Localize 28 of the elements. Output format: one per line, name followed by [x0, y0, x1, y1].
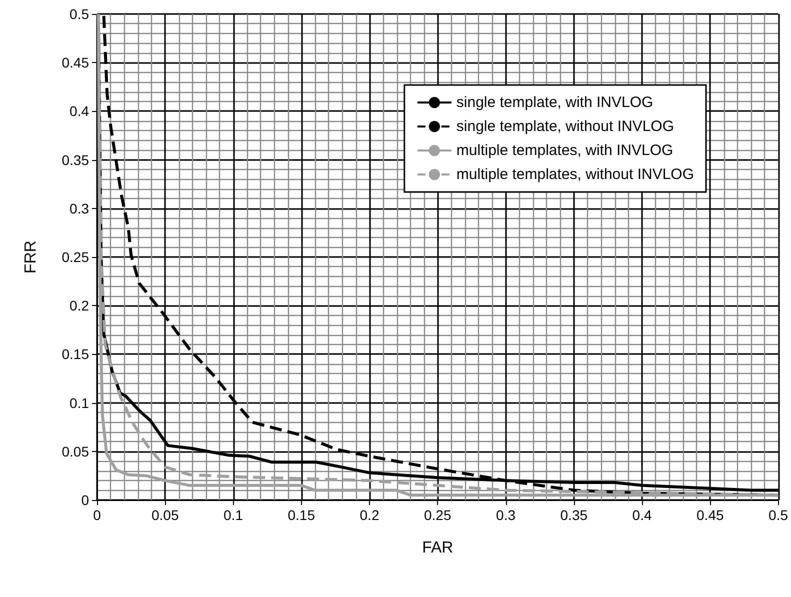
- y-tick-label: 0.45: [62, 54, 90, 71]
- y-tick-label: 0.05: [62, 443, 90, 460]
- x-tick-label: 0.3: [496, 507, 516, 523]
- x-axis-title: FAR: [422, 540, 454, 556]
- x-tick-label: 0.05: [152, 507, 179, 523]
- y-tick-label: 0.1: [70, 394, 90, 411]
- y-tick-label: 0.25: [62, 249, 90, 265]
- x-tick-label: 0.15: [288, 507, 316, 523]
- y-tick-label: 0.5: [70, 6, 90, 22]
- x-tick-label: 0.4: [632, 507, 652, 523]
- legend-label: multiple templates, without INVLOG: [456, 166, 694, 183]
- x-tick-label: 0.1: [224, 507, 244, 523]
- y-axis-title: FRR: [22, 240, 40, 274]
- legend-label: single template, without INVLOG: [456, 118, 674, 135]
- legend-label: single template, with INVLOG: [456, 94, 654, 111]
- y-tick-label: 0.3: [70, 200, 90, 216]
- y-tick-label: 0.2: [70, 298, 90, 314]
- y-tick-label: 0.15: [62, 346, 90, 362]
- y-tick-label: 0.35: [62, 152, 90, 168]
- x-tick-label: 0.45: [696, 507, 724, 523]
- x-tick-label: 0.35: [560, 507, 588, 523]
- x-tick-label: 0.2: [360, 507, 380, 523]
- y-tick-label: 0.4: [70, 103, 90, 120]
- x-tick-label: 0.25: [424, 507, 452, 523]
- x-tick-label: 0.5: [768, 507, 788, 523]
- x-tick-label: 0: [93, 507, 102, 523]
- legend-label: multiple templates, with INVLOG: [456, 142, 674, 159]
- y-tick-label: 0: [81, 492, 90, 508]
